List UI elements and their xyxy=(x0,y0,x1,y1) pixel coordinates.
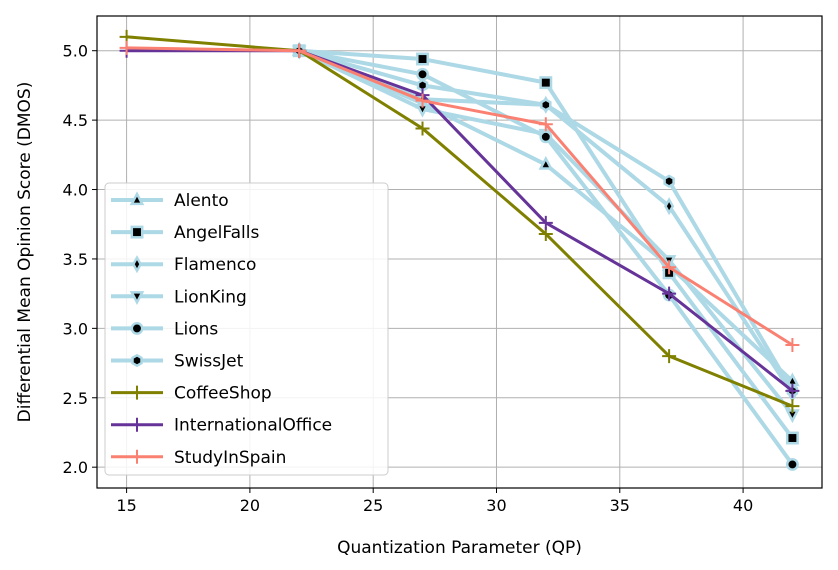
data-point-studyinspain xyxy=(415,93,430,108)
y-tick-label: 5.0 xyxy=(63,42,88,61)
x-tick-label: 30 xyxy=(486,496,506,515)
data-point-coffeeshop xyxy=(785,399,800,414)
data-point-swissjet xyxy=(540,98,552,112)
series-line-studyinspain xyxy=(126,46,794,347)
legend-entry-studyinspain: StudyInSpain xyxy=(111,448,286,468)
y-axis-label: Differential Mean Opinion Score (DMOS) xyxy=(15,82,35,423)
y-tick-label: 2.5 xyxy=(63,389,88,408)
y-tick-label: 4.0 xyxy=(63,181,88,200)
legend-entry-lions: Lions xyxy=(111,319,218,339)
data-point-studyinspain xyxy=(292,43,307,58)
data-point-internationaloffice xyxy=(662,286,677,301)
legend-entry-internationaloffice: InternationalOffice xyxy=(111,416,332,436)
legend-marker xyxy=(131,353,143,368)
legend-box xyxy=(104,182,389,476)
data-point-flamenco xyxy=(664,197,675,216)
legend-marker xyxy=(130,385,144,400)
data-point-swissjet xyxy=(663,174,675,188)
data-point-internationaloffice xyxy=(785,383,800,398)
legend-label: Alento xyxy=(174,191,229,211)
data-point-angelfalls xyxy=(785,431,799,445)
y-tick-label: 2.0 xyxy=(63,458,88,477)
legend-marker xyxy=(129,191,145,206)
legend-label: InternationalOffice xyxy=(174,416,332,436)
legend-marker xyxy=(129,291,145,305)
x-axis-label: Quantization Parameter (QP) xyxy=(337,538,582,558)
legend-entry-swissjet: SwissJet xyxy=(111,352,244,372)
data-point-studyinspain xyxy=(538,117,553,132)
x-tick-label: 25 xyxy=(363,496,383,515)
x-tick-label: 20 xyxy=(240,496,260,515)
legend-entry-lionking: LionKing xyxy=(111,287,247,307)
legend: Alento AngelFalls Flamenco LionKing Lions Swi… xyxy=(104,182,389,476)
data-point-studyinspain xyxy=(785,338,800,353)
legend-marker xyxy=(131,255,143,274)
data-point-lions xyxy=(785,457,799,471)
data-point-lions xyxy=(416,67,429,81)
legend-entry-coffeeshop: CoffeeShop xyxy=(111,384,272,404)
data-point-alento xyxy=(538,155,554,170)
data-point-studyinspain xyxy=(662,260,677,275)
data-point-studyinspain xyxy=(119,40,134,55)
legend-marker xyxy=(130,449,144,464)
x-tick-label: 15 xyxy=(116,496,136,515)
data-point-coffeeshop xyxy=(662,349,677,364)
legend-entry-flamenco: Flamenco xyxy=(111,255,256,275)
legend-marker xyxy=(130,225,144,239)
y-tick-label: 3.0 xyxy=(63,319,88,338)
y-tick-label: 3.5 xyxy=(63,250,88,269)
series-line-coffeeshop xyxy=(126,35,793,408)
legend-label: StudyInSpain xyxy=(174,448,286,468)
data-point-angelfalls xyxy=(416,52,429,66)
plot-frame xyxy=(96,15,823,489)
legend-label: Lions xyxy=(174,319,218,339)
data-point-lions xyxy=(539,130,553,144)
y-tick-label: 4.5 xyxy=(63,111,88,130)
legend-entry-alento: Alento xyxy=(111,191,229,211)
legend-label: Flamenco xyxy=(174,255,256,275)
x-tick-label: 40 xyxy=(733,496,753,515)
data-point-internationaloffice xyxy=(538,215,553,230)
series-studyinspain xyxy=(119,40,800,353)
legend-label: CoffeeShop xyxy=(174,384,272,404)
data-point-coffeeshop xyxy=(415,121,430,136)
series-layer xyxy=(119,29,800,471)
legend-marker xyxy=(130,321,144,335)
legend-entry-angelfalls: AngelFalls xyxy=(111,223,259,243)
ticks: 15 20 25 30 35 40 2.0 2.5 3.0 3.5 4.0 4.5 5.0 xyxy=(63,42,754,515)
data-point-angelfalls xyxy=(539,76,553,90)
legend-label: SwissJet xyxy=(174,352,244,372)
legend-label: AngelFalls xyxy=(174,223,259,243)
legend-label: LionKing xyxy=(174,287,247,307)
legend-marker xyxy=(130,417,144,432)
x-tick-label: 35 xyxy=(610,496,630,515)
